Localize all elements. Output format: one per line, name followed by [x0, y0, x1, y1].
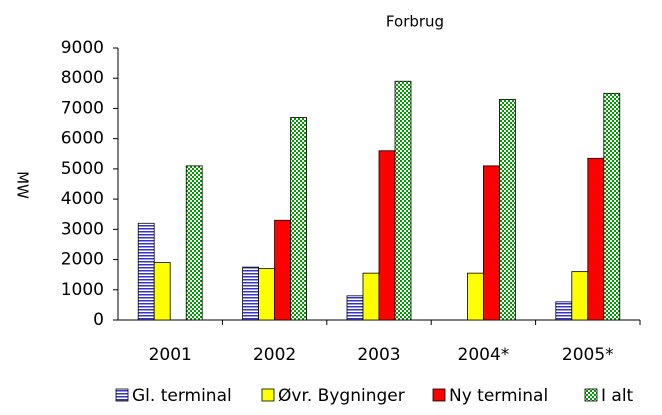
y-tick-label: 0 [93, 310, 104, 330]
x-tick-label: 2003 [357, 345, 400, 365]
bar [571, 271, 589, 321]
x-tick-label: 2004* [458, 345, 510, 365]
bar [482, 165, 500, 321]
bar [555, 301, 573, 321]
y-tick-label: 7000 [61, 98, 104, 118]
bar [394, 80, 412, 321]
y-tick-label: 5000 [61, 159, 104, 179]
bar [603, 92, 621, 321]
x-tick-label: 2005* [562, 345, 614, 365]
legend-swatch [584, 388, 598, 402]
bar [498, 98, 516, 321]
legend-label: Gl. terminal [132, 386, 232, 406]
y-tick-label: 6000 [61, 129, 104, 149]
bar [258, 268, 276, 321]
bar [587, 157, 605, 321]
chart-title: Forbrug [386, 13, 444, 31]
bar [137, 222, 155, 321]
bar [185, 165, 203, 321]
y-tick-label: 1000 [61, 280, 104, 300]
legend-label: I alt [601, 386, 634, 406]
bar [153, 262, 171, 321]
legend-label: Ny terminal [449, 386, 548, 406]
x-tick-label: 2001 [149, 345, 192, 365]
x-tick-label: 2002 [253, 345, 296, 365]
y-axis-label: MW [14, 171, 32, 199]
bar [242, 266, 260, 321]
y-tick-label: 2000 [61, 250, 104, 270]
bar [378, 150, 396, 321]
bar [466, 272, 484, 321]
bar [274, 219, 292, 321]
bar [346, 295, 364, 321]
legend-swatch [432, 388, 446, 402]
legend-swatch [115, 388, 129, 402]
bar [290, 117, 308, 321]
y-tick-label: 8000 [61, 68, 104, 88]
bar [362, 272, 380, 321]
y-tick-label: 3000 [61, 219, 104, 239]
legend-swatch [261, 388, 275, 402]
legend-label: Øvr. Bygninger [278, 386, 405, 406]
y-tick-label: 4000 [61, 189, 104, 209]
y-tick-label: 9000 [61, 38, 104, 58]
